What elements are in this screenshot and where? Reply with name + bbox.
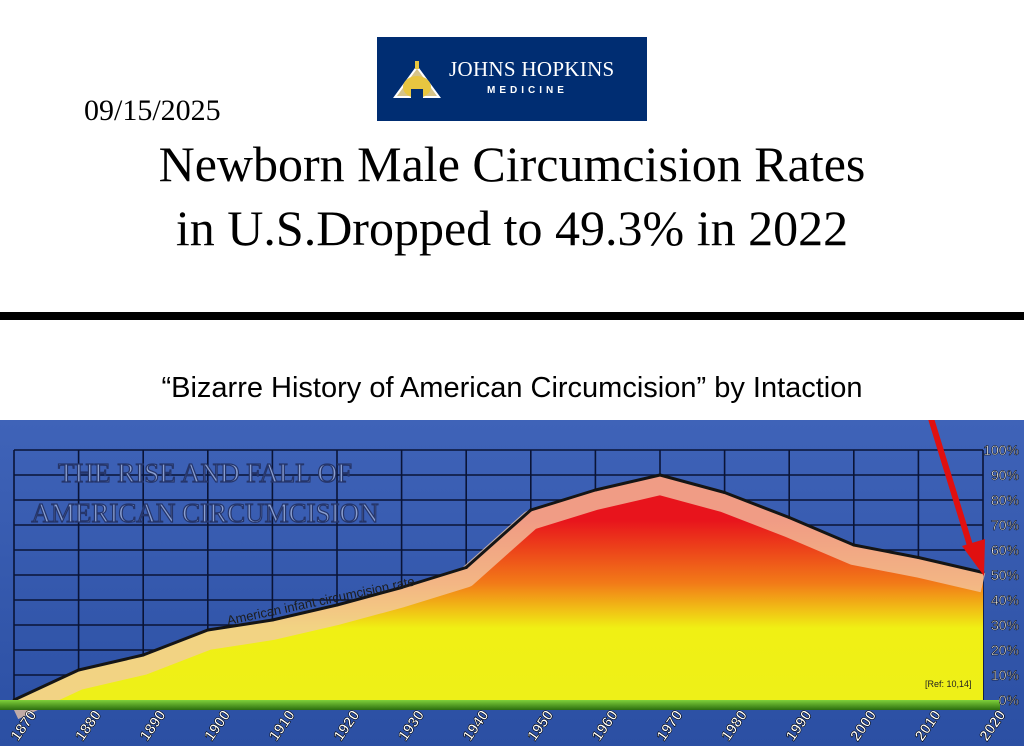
data-point <box>77 668 81 672</box>
data-point <box>206 628 210 632</box>
data-point <box>852 543 856 547</box>
y-tick-label: 60% <box>991 542 1019 558</box>
data-point <box>916 556 920 559</box>
y-tick-label: 20% <box>991 642 1019 658</box>
y-tick-label: 10% <box>991 667 1019 683</box>
y-tick-label: 0% <box>999 692 1019 708</box>
johns-hopkins-logo: JOHNS HOPKINS MEDICINE <box>377 37 647 121</box>
y-tick-label: 40% <box>991 592 1019 608</box>
y-tick-label: 70% <box>991 517 1019 533</box>
dome-icon <box>393 61 441 99</box>
headline: Newborn Male Circumcision Rates in U.S.D… <box>0 132 1024 260</box>
data-point <box>658 473 662 477</box>
publish-date: 09/15/2025 <box>84 94 221 127</box>
data-point <box>400 586 404 589</box>
red-arrow-head <box>962 539 985 576</box>
headline-line-1: Newborn Male Circumcision Rates <box>158 136 866 192</box>
reference-note: [Ref: 10,14] <box>925 679 972 689</box>
data-point <box>723 491 727 494</box>
data-point <box>464 566 468 569</box>
logo-name: JOHNS HOPKINS <box>449 57 615 81</box>
headline-line-2: in U.S.Dropped to 49.3% in 2022 <box>175 200 849 256</box>
data-point <box>141 653 145 657</box>
chart-caption: “Bizarre History of American Circumcisio… <box>161 372 863 404</box>
y-tick-label: 80% <box>991 492 1019 508</box>
y-tick-label: 30% <box>991 617 1019 633</box>
series-band <box>9 475 986 720</box>
logo-subtitle: MEDICINE <box>487 85 568 96</box>
data-point <box>787 516 791 519</box>
y-tick-label: 100% <box>983 442 1019 458</box>
divider-rule <box>0 312 1024 320</box>
data-point <box>593 488 597 492</box>
y-tick-label: 90% <box>991 467 1019 483</box>
chart-baseline <box>0 700 1000 710</box>
y-tick-label: 50% <box>991 567 1019 583</box>
data-point <box>270 618 274 622</box>
data-point <box>529 508 533 512</box>
data-point <box>335 603 339 607</box>
series-line <box>13 473 984 702</box>
chart-title-line-2: AMERICAN CIRCUMCISION <box>31 498 378 528</box>
chart-title-line-1: THE RISE AND FALL OF <box>58 458 352 488</box>
red-arrow-shaft <box>928 420 975 555</box>
series-area <box>14 475 983 700</box>
